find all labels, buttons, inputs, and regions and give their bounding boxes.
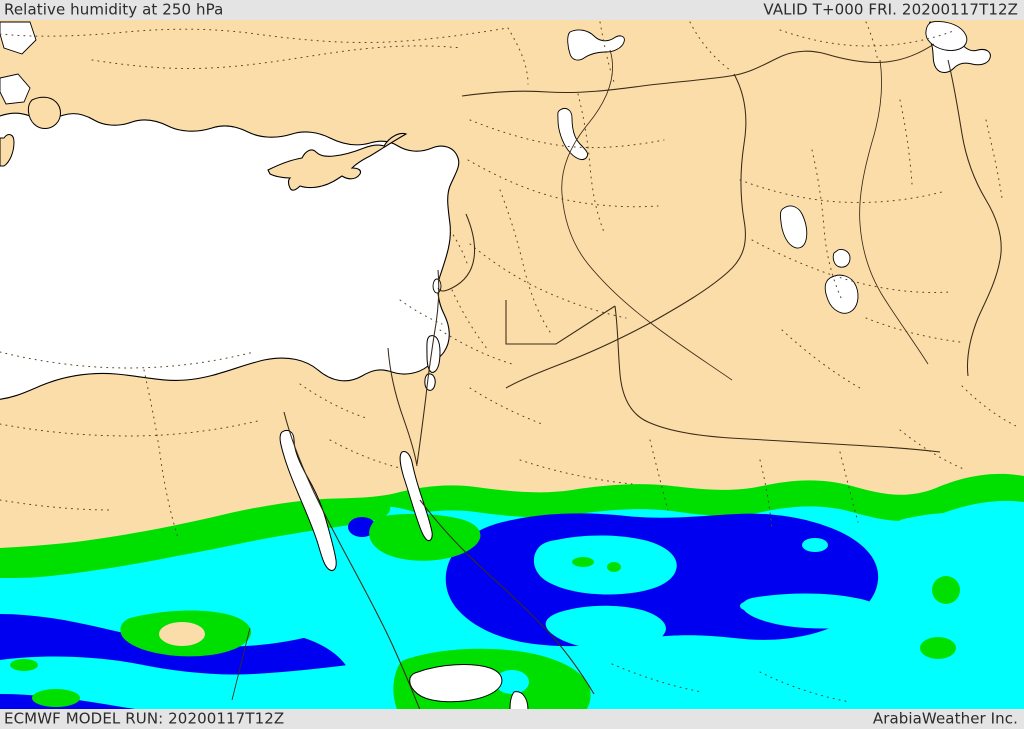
admin-right-1 xyxy=(985,119,1003,199)
sea-of-galilee xyxy=(432,278,442,294)
border-lebanon-syria xyxy=(437,213,476,292)
admin-lebanon-1 xyxy=(449,229,469,267)
humidity-cyan-hole-1 xyxy=(533,535,677,595)
admin-syria-3 xyxy=(467,159,659,208)
admin-sinai-1 xyxy=(299,383,367,419)
admin-iraq-2 xyxy=(811,149,843,301)
nile-river xyxy=(231,627,251,701)
admin-israel-1 xyxy=(399,299,443,325)
admin-turkey-2 xyxy=(91,45,463,70)
humidity-green-islet-3 xyxy=(932,576,960,604)
admin-saudi-2 xyxy=(649,439,669,511)
admin-saudi-4 xyxy=(839,451,859,523)
humidity-green-islet-4 xyxy=(920,637,956,659)
humidity-green-islet-5 xyxy=(10,659,38,671)
river-layer xyxy=(231,49,929,701)
admin-right-2 xyxy=(961,385,1017,427)
header-bar: Relative humidity at 250 hPa VALID T+000… xyxy=(0,0,1024,20)
sea-layer xyxy=(0,21,991,729)
red-sea xyxy=(409,664,503,703)
tigris-river xyxy=(859,59,929,365)
admin-turkey-1 xyxy=(0,27,509,44)
humidity-shading-layer xyxy=(0,473,1024,729)
border-turkey-syria xyxy=(461,43,935,97)
humidity-green-islet-1 xyxy=(572,557,594,567)
aegean-gap-1 xyxy=(0,21,37,55)
humidity-cyan-streak-west-2 xyxy=(0,656,418,721)
model-run-label: ECMWF MODEL RUN: 20200117T12Z xyxy=(4,709,285,728)
euphrates-river xyxy=(561,49,733,381)
lake-assad xyxy=(557,107,589,161)
ataturk-reservoir xyxy=(567,29,625,61)
humidity-green-islet-2 xyxy=(607,562,621,572)
admin-iraq-1 xyxy=(739,179,943,204)
admin-syria-2 xyxy=(577,93,605,233)
admin-saudi-1 xyxy=(519,459,633,485)
mediterranean-sea xyxy=(0,112,460,400)
gulf-of-suez xyxy=(279,429,337,571)
border-syria-iraq xyxy=(505,73,747,389)
border-israel-jordan xyxy=(416,269,440,465)
admin-iraq-4 xyxy=(899,99,913,185)
attribution-label: ArabiaWeather Inc. xyxy=(872,709,1018,728)
border-israel-egypt xyxy=(387,347,418,467)
border-jordan-saudi xyxy=(505,300,616,345)
admin-iraq-5 xyxy=(865,317,961,343)
lake-razzaza xyxy=(824,274,859,314)
valid-time-label: VALID T+000 FRI. 20200117T12Z xyxy=(763,0,1018,19)
humidity-blue-spot-aqaba xyxy=(348,517,376,537)
karpathos-island xyxy=(0,134,15,167)
land-hole-in-green-eye xyxy=(159,622,205,646)
humidity-green-rim-nw xyxy=(0,499,391,574)
admin-bottom-2 xyxy=(759,671,851,703)
admin-boundary-layer xyxy=(0,21,1017,703)
aegean-gap-2 xyxy=(0,73,31,105)
page-title: Relative humidity at 250 hPa xyxy=(4,0,224,19)
admin-egypt-4 xyxy=(0,499,113,511)
border-layer xyxy=(283,43,1002,711)
lake-tharthar xyxy=(780,205,808,249)
humidity-cyan-islet-2 xyxy=(740,601,760,611)
border-jordan-iraq xyxy=(614,305,941,453)
lake-habbaniyah xyxy=(832,249,851,268)
admin-saudi-3 xyxy=(759,459,773,531)
admin-iraq-6 xyxy=(781,329,861,389)
lake-van xyxy=(925,21,968,51)
humidity-cyan-islet-nile xyxy=(495,670,529,694)
cyprus-island xyxy=(267,132,408,191)
admin-syria-1 xyxy=(469,119,665,149)
humidity-cyan-islet-1 xyxy=(802,538,828,552)
admin-syria-6 xyxy=(451,289,489,351)
gulf-of-aqaba xyxy=(399,451,433,542)
humidity-cyan-streak-east xyxy=(742,593,882,629)
humidity-cyan-pool-east xyxy=(889,512,1024,640)
admin-turkey-6 xyxy=(779,29,957,47)
rhodes-island xyxy=(27,96,61,129)
admin-bottom-1 xyxy=(611,663,703,693)
humidity-green-islet-6 xyxy=(32,689,80,707)
border-egypt-sinai xyxy=(283,411,421,711)
admin-jordan-2 xyxy=(469,387,543,425)
admin-sinai-2 xyxy=(329,439,401,469)
admin-jordan-1 xyxy=(439,329,513,365)
admin-saudi-5 xyxy=(899,429,967,471)
border-iraq-iran xyxy=(947,59,1002,377)
humidity-cyan-hole-2 xyxy=(545,605,666,651)
admin-iraq-3 xyxy=(751,239,951,293)
footer-bar: ECMWF MODEL RUN: 20200117T12Z ArabiaWeat… xyxy=(0,709,1024,729)
humidity-blue-spot-small xyxy=(634,524,646,532)
admin-turkey-3 xyxy=(507,27,529,85)
border-saudi-redsea xyxy=(419,499,595,695)
